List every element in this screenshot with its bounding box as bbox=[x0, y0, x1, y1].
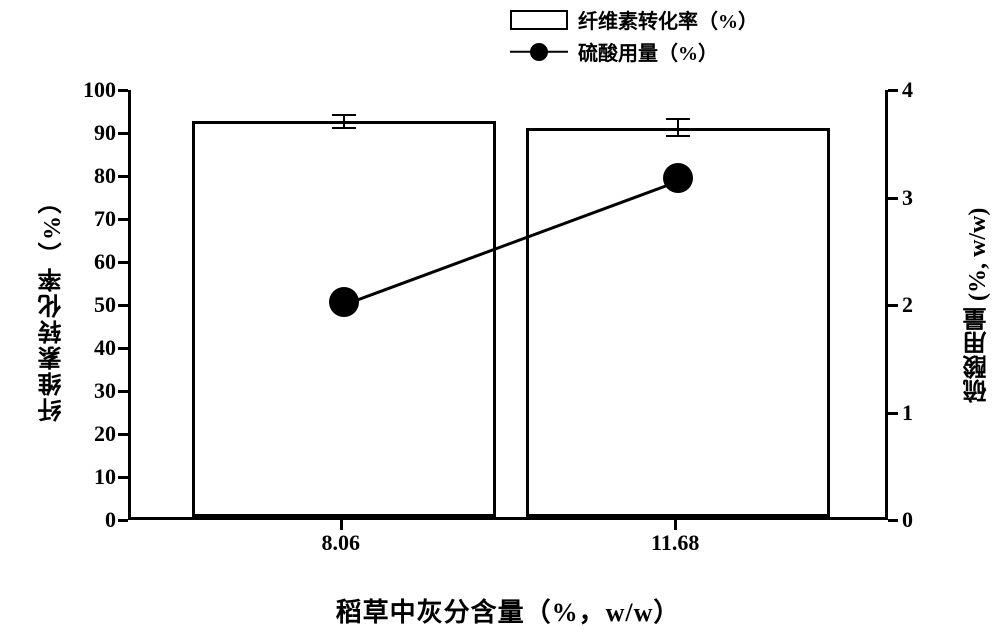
series-line bbox=[344, 181, 678, 305]
y1-tick-label: 0 bbox=[105, 507, 116, 533]
y1-tick-label: 70 bbox=[94, 206, 116, 232]
y1-tick-mark bbox=[118, 89, 128, 92]
y1-tick-mark bbox=[118, 519, 128, 522]
x-tick-label: 11.68 bbox=[651, 530, 699, 556]
line-layer bbox=[131, 90, 891, 520]
y1-tick-mark bbox=[118, 347, 128, 350]
y1-tick-mark bbox=[118, 261, 128, 264]
y1-tick-label: 20 bbox=[94, 421, 116, 447]
y1-tick-mark bbox=[118, 218, 128, 221]
y1-tick-label: 90 bbox=[94, 120, 116, 146]
x-tick-label: 8.06 bbox=[322, 530, 361, 556]
legend-label-bar: 纤维素转化率（%） bbox=[578, 5, 758, 34]
plot-area bbox=[128, 90, 888, 520]
legend-item-bar: 纤维素转化率（%） bbox=[510, 5, 758, 34]
series-marker bbox=[329, 287, 359, 317]
x-tick-mark bbox=[674, 520, 677, 530]
legend: 纤维素转化率（%） 硫酸用量（%） bbox=[510, 5, 758, 69]
y2-tick-label: 3 bbox=[902, 185, 913, 211]
y1-tick-mark bbox=[118, 433, 128, 436]
legend-swatch-line bbox=[510, 42, 568, 62]
legend-swatch-bar bbox=[510, 10, 568, 30]
series-marker bbox=[663, 163, 693, 193]
legend-label-line: 硫酸用量（%） bbox=[578, 37, 718, 66]
legend-item-line: 硫酸用量（%） bbox=[510, 37, 758, 66]
y1-tick-label: 100 bbox=[83, 77, 116, 103]
y1-tick-label: 10 bbox=[94, 464, 116, 490]
y2-axis-label: 硫酸用量 (%, w/w) bbox=[960, 90, 995, 520]
x-axis-label: 稻草中灰分含量（%，w/w） bbox=[128, 592, 888, 629]
y1-tick-label: 40 bbox=[94, 335, 116, 361]
y2-tick-label: 0 bbox=[902, 507, 913, 533]
y1-tick-label: 80 bbox=[94, 163, 116, 189]
y1-tick-label: 30 bbox=[94, 378, 116, 404]
y2-tick-label: 4 bbox=[902, 77, 913, 103]
y1-axis-label: 纤维素转化率（%） bbox=[35, 90, 70, 520]
y1-tick-label: 60 bbox=[94, 249, 116, 275]
y1-tick-mark bbox=[118, 175, 128, 178]
x-tick-mark bbox=[340, 520, 343, 530]
y1-tick-mark bbox=[118, 304, 128, 307]
y1-tick-mark bbox=[118, 476, 128, 479]
y1-tick-mark bbox=[118, 132, 128, 135]
y2-tick-label: 1 bbox=[902, 400, 913, 426]
y1-tick-label: 50 bbox=[94, 292, 116, 318]
y1-tick-mark bbox=[118, 390, 128, 393]
y2-tick-label: 2 bbox=[902, 292, 913, 318]
